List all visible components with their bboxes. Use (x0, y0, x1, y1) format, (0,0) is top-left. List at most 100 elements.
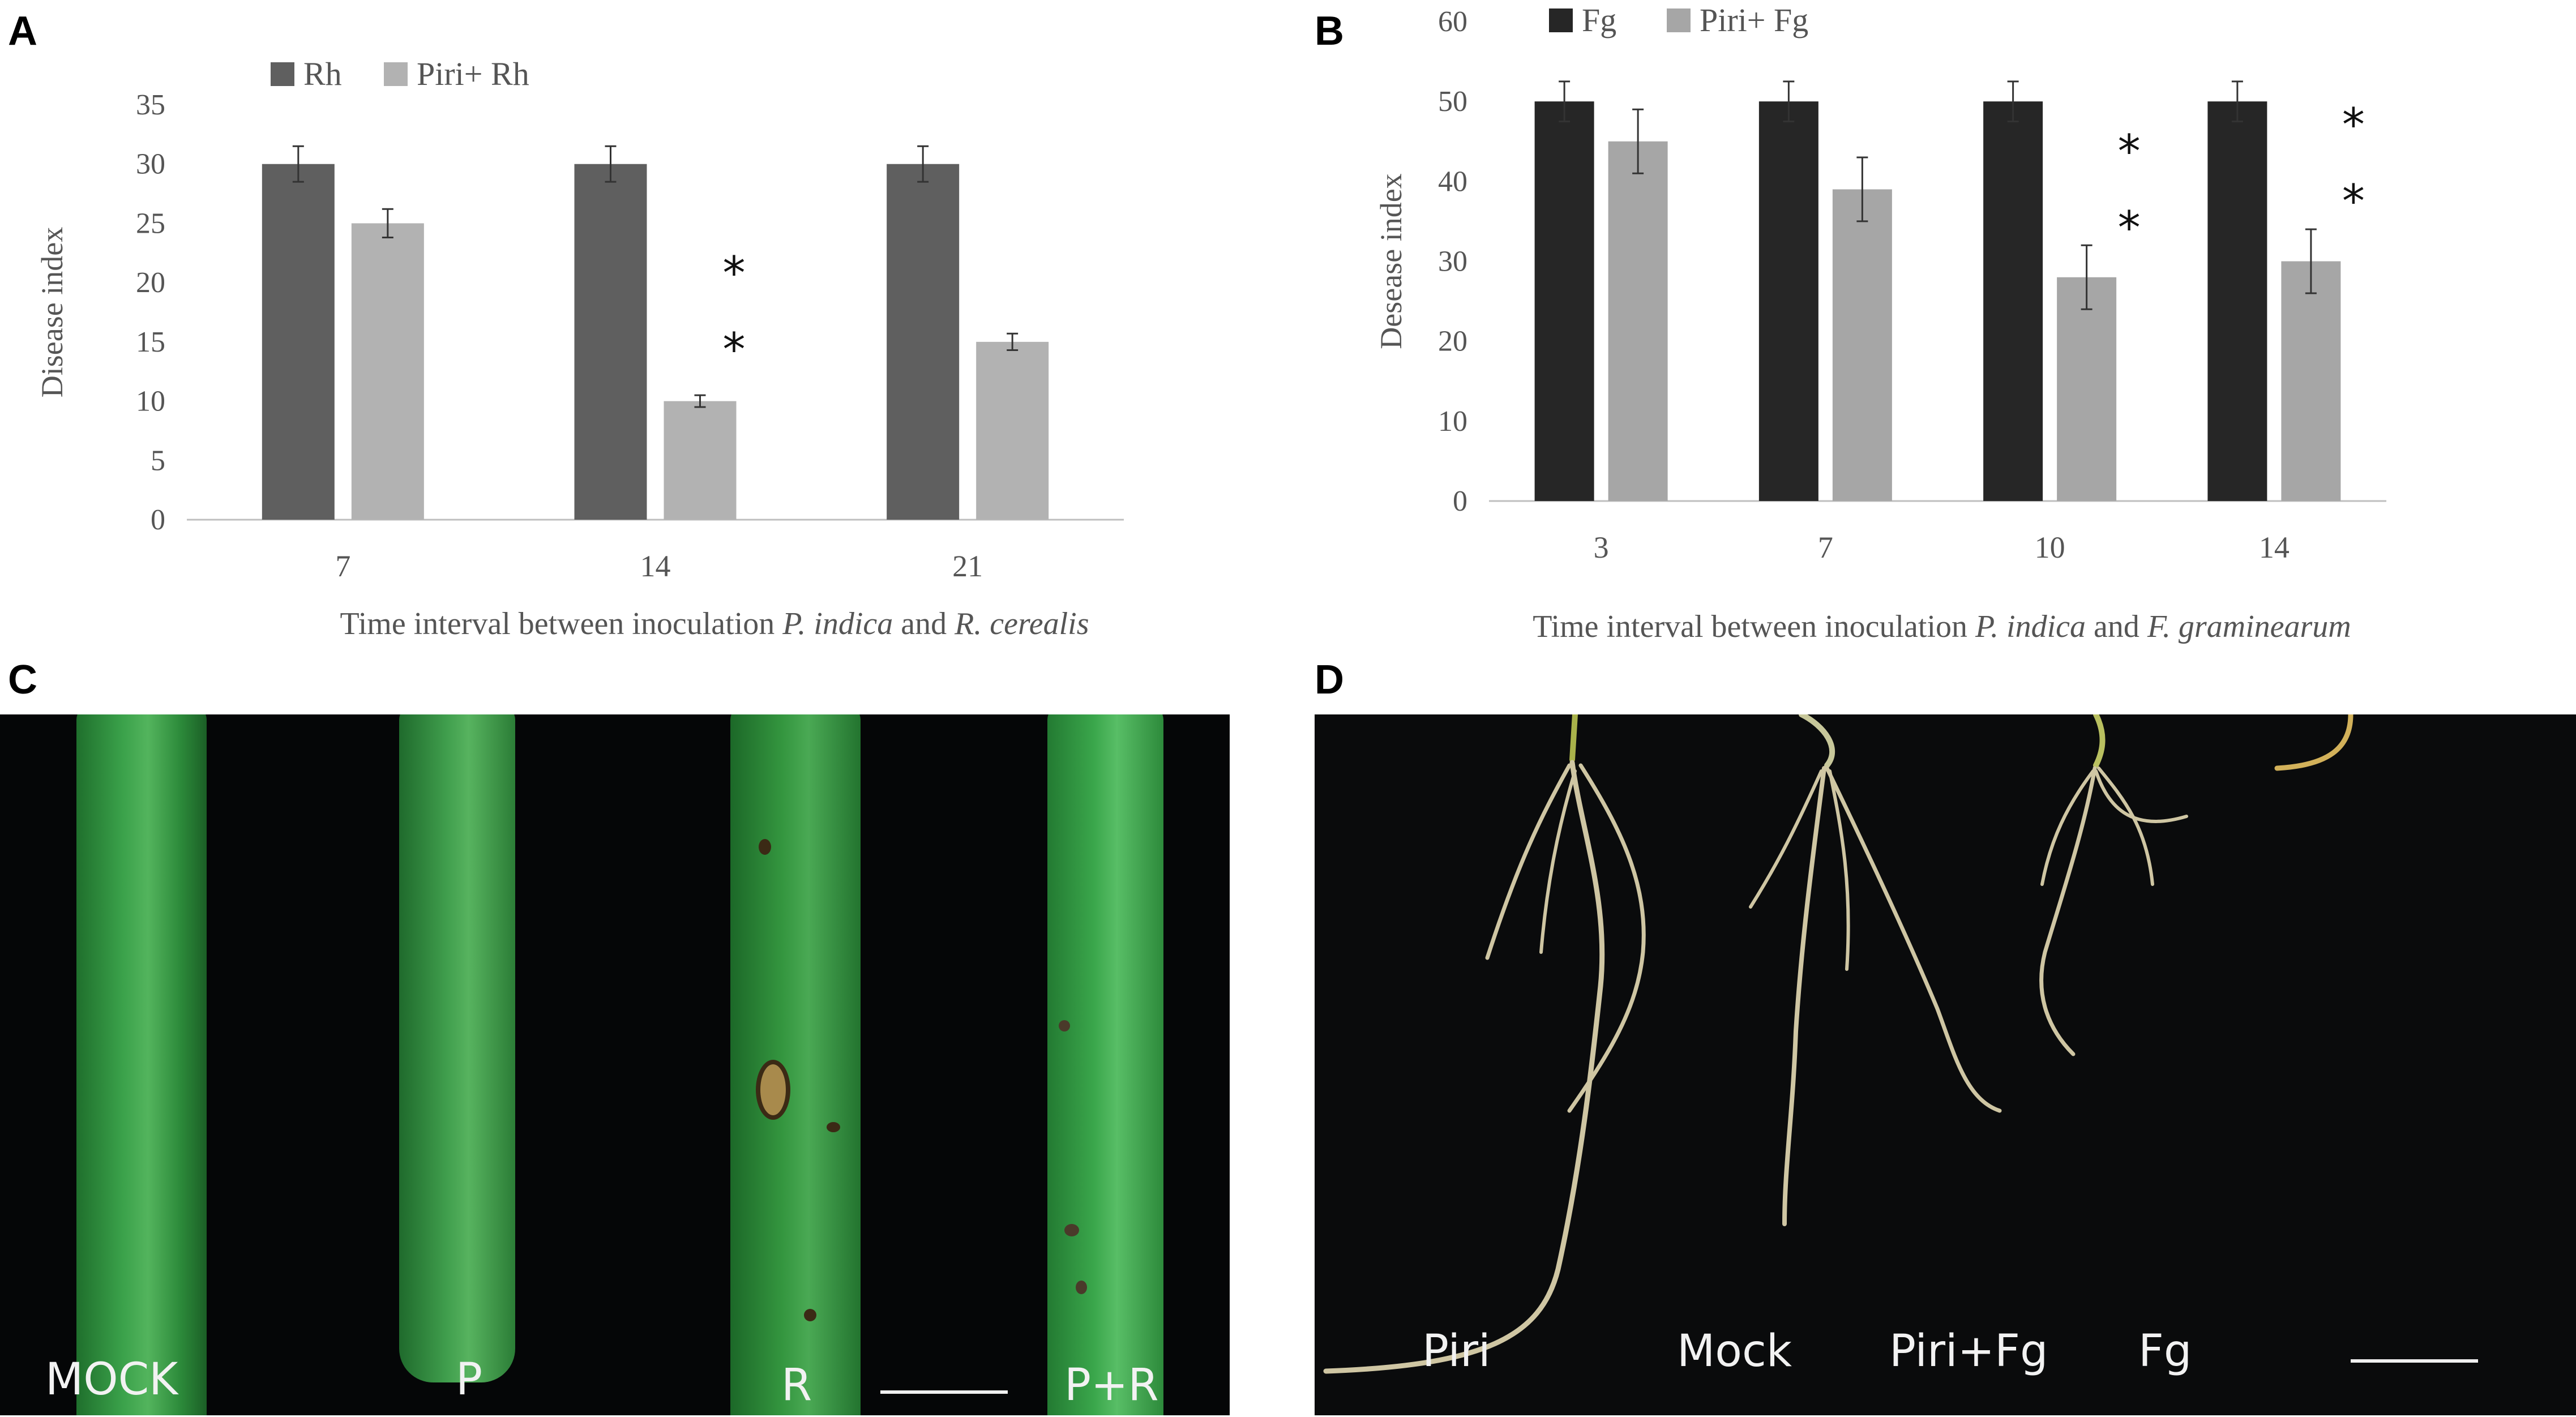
lesion-pr-3 (1076, 1281, 1087, 1294)
panel-letter-b: B (1315, 8, 1344, 54)
seedling-3-root-4 (2040, 769, 2095, 886)
scale-bar-d (2351, 1359, 2478, 1363)
seedling-1-root-3 (1567, 763, 1646, 1113)
y-tick-label: 30 (1438, 246, 1467, 278)
y-tick-label: 10 (136, 386, 165, 418)
y-tick-label: 25 (136, 207, 165, 239)
significance-mark: * (2342, 175, 2365, 228)
legend-swatch (1667, 8, 1691, 32)
seedling-2-root-4 (1828, 769, 1850, 971)
x-tick-label: 7 (1818, 530, 1833, 564)
x-axis-label-part: P. indica (1975, 609, 2086, 644)
bar (2281, 261, 2341, 501)
lesion-r-1 (756, 1060, 790, 1120)
x-axis-label-part: R. cerealis (954, 606, 1089, 641)
leaf-photo: MOCK P R P+R (0, 714, 1230, 1415)
scale-bar-c (880, 1390, 1008, 1394)
y-tick-label: 10 (1438, 405, 1467, 438)
x-axis-label-part: Time interval between inoculation (340, 606, 783, 641)
lesion-r-4 (804, 1309, 816, 1321)
panel-letter-c: C (8, 657, 37, 703)
x-axis-label-part: and (2086, 609, 2147, 644)
significance-mark: * (2118, 125, 2141, 178)
seedling-3-root-3 (2094, 769, 2188, 823)
seedling-1-shoot (1569, 714, 1578, 763)
lesion-r-3 (827, 1122, 840, 1132)
seedling-2-root-2 (1825, 766, 2002, 1113)
seedling-3-root-main (2039, 766, 2097, 1056)
label-mock-d: Mock (1677, 1326, 1792, 1377)
legend-label: Piri+ Fg (1700, 2, 1808, 38)
significance-mark: * (723, 247, 746, 299)
x-tick-label: 7 (335, 549, 350, 583)
legend-swatch (271, 62, 294, 86)
y-tick-label: 20 (136, 267, 165, 299)
lesion-r-2 (759, 839, 771, 855)
seedling-2-root-3 (1749, 769, 1823, 909)
panel-letter-d: D (1315, 657, 1344, 703)
significance-mark: * (723, 323, 746, 376)
leaf-r (730, 714, 861, 1415)
legend-swatch (384, 62, 408, 86)
x-axis-label-part: and (893, 606, 955, 641)
leaf-p-r (1047, 714, 1163, 1415)
panel-letter-a: A (8, 8, 37, 54)
x-axis-label-part: P. indica (782, 606, 893, 641)
label-r: R (781, 1360, 812, 1411)
label-p-r: P+R (1064, 1360, 1159, 1411)
y-tick-label: 30 (136, 148, 165, 181)
x-tick-label: 21 (952, 549, 983, 583)
leaf-mock (76, 714, 207, 1415)
seedling-4-shoot (2274, 714, 2354, 771)
x-tick-label: 10 (2035, 530, 2065, 564)
y-tick-label: 60 (1438, 6, 1467, 38)
y-tick-label: 50 (1438, 85, 1467, 118)
y-tick-label: 40 (1438, 165, 1467, 198)
legend-label: Piri+ Rh (417, 55, 529, 92)
bar (2207, 101, 2267, 501)
chart-a: 0 5 10 15 20 25 30 35 Disease index 7 14 * * 21 Rh Piri… (35, 55, 1124, 641)
significance-mark: * (2342, 99, 2365, 151)
bar (1758, 101, 1818, 501)
label-mock: MOCK (45, 1354, 178, 1405)
leaf-p (399, 714, 515, 1382)
label-piri-fg: Piri+Fg (1889, 1326, 2048, 1377)
legend-label: Fg (1582, 2, 1616, 38)
bar (887, 164, 960, 520)
x-tick-label: 14 (640, 549, 671, 583)
y-axis-label: Desease index (1374, 173, 1408, 349)
bar (664, 401, 737, 520)
y-tick-label: 35 (136, 89, 165, 121)
x-tick-label: 3 (1594, 530, 1609, 564)
seedling-2-shoot (1799, 714, 1835, 768)
bar (1534, 101, 1594, 501)
bar (262, 164, 335, 520)
seedling-2-root-main (1782, 766, 1826, 1226)
bar (1983, 101, 2043, 501)
bar (976, 341, 1049, 520)
y-tick-label: 0 (151, 504, 165, 536)
y-tick-label: 15 (136, 326, 165, 358)
y-tick-label: 0 (1453, 485, 1467, 517)
label-p: P (456, 1354, 483, 1405)
bar (1608, 141, 1668, 501)
y-axis-label: Disease index (35, 227, 69, 397)
seedling-3-root-2 (2097, 767, 2154, 886)
bar (1832, 189, 1892, 501)
seedling-1-root-2 (1485, 763, 1572, 960)
x-axis-label: Time interval between inoculation P. ind… (1533, 609, 2351, 644)
bar (2057, 277, 2117, 501)
seedling-1-root-4 (1539, 769, 1577, 954)
label-piri: Piri (1422, 1326, 1491, 1377)
bar (574, 164, 647, 520)
lesion-pr-1 (1059, 1020, 1070, 1031)
lesion-pr-2 (1064, 1224, 1079, 1236)
legend-swatch (1549, 8, 1573, 32)
y-tick-label: 20 (1438, 326, 1467, 358)
chart-b: 0 10 20 30 40 50 60 Desease index 3 7 10 * * 14 * * Fg Pi… (1374, 2, 2386, 644)
x-tick-label: 14 (2259, 530, 2290, 564)
seedling-3-shoot (2093, 714, 2106, 768)
significance-mark: * (2118, 202, 2141, 254)
x-axis-label: Time interval between inoculation P. ind… (340, 606, 1089, 641)
roots-drawing (1323, 714, 2354, 1374)
